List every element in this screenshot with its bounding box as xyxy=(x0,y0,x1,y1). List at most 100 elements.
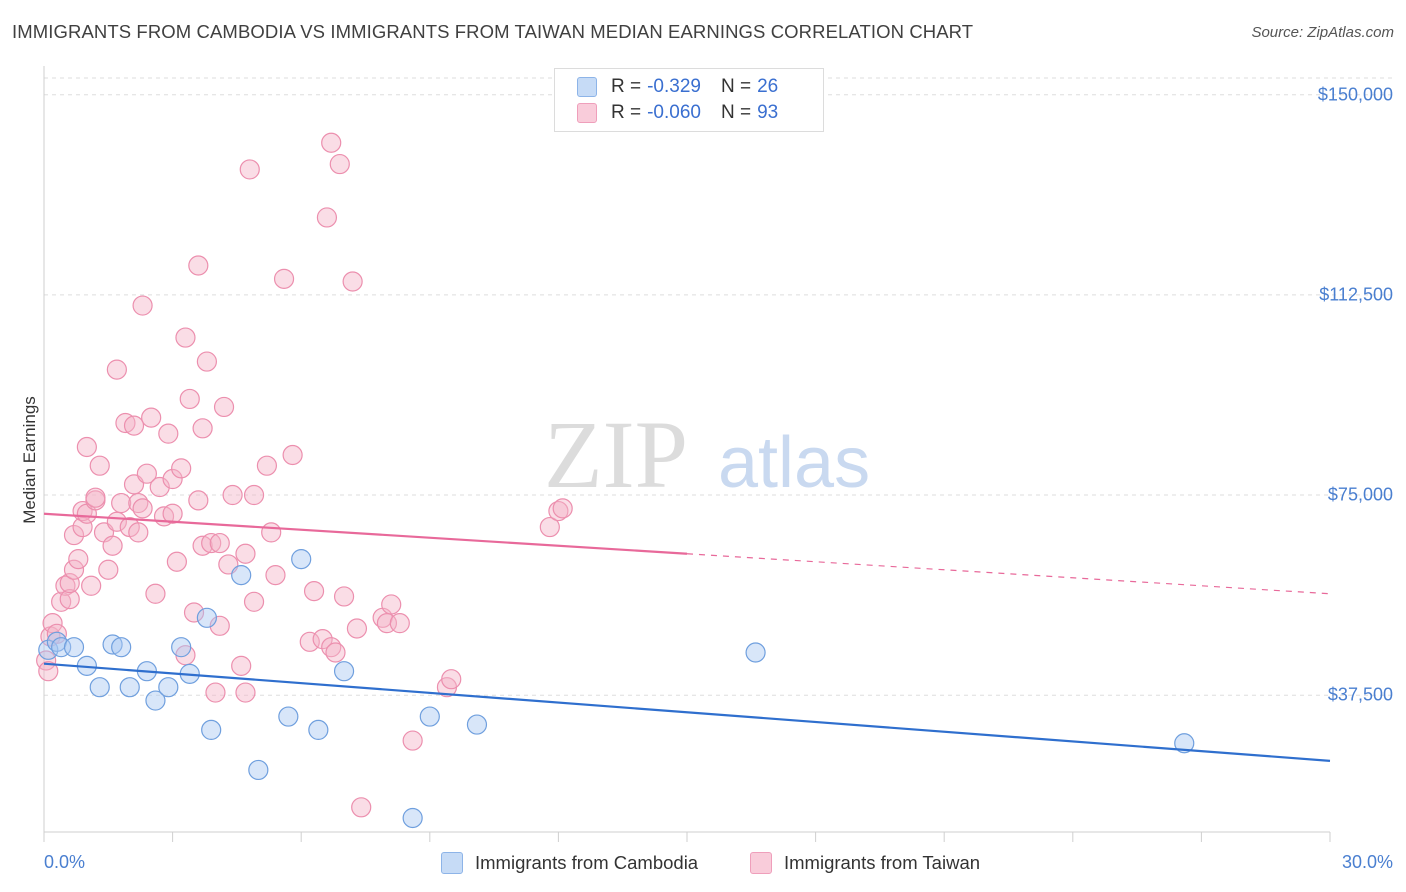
taiwan-point xyxy=(128,522,149,543)
taiwan-point xyxy=(63,559,85,580)
taiwan-point xyxy=(106,359,127,380)
series-legend-taiwan[interactable]: Immigrants from Taiwan xyxy=(750,852,980,874)
taiwan-point xyxy=(441,669,462,690)
taiwan-point xyxy=(162,468,183,490)
taiwan-point xyxy=(299,631,320,652)
taiwan-point xyxy=(132,498,153,519)
taiwan-point xyxy=(552,498,573,519)
x-tick-min: 0.0% xyxy=(44,852,86,872)
taiwan-point xyxy=(175,327,196,348)
taiwan-point xyxy=(351,797,372,818)
y-tick-label: $150,000 xyxy=(1317,84,1393,105)
trend-layer xyxy=(43,512,1331,762)
taiwan-point xyxy=(81,575,102,596)
taiwan-point xyxy=(136,463,157,484)
cambodia-trend-line xyxy=(43,662,1331,762)
cambodia-point xyxy=(402,807,423,829)
series-label-taiwan: Immigrants from Taiwan xyxy=(784,852,981,873)
taiwan-point xyxy=(325,642,346,663)
taiwan-point xyxy=(213,396,235,418)
taiwan-point xyxy=(141,407,162,428)
taiwan-point xyxy=(342,271,363,292)
taiwan-point xyxy=(59,589,80,610)
taiwan-point xyxy=(171,458,192,479)
taiwan-point xyxy=(243,591,265,612)
cambodia-point xyxy=(171,637,192,658)
taiwan-point xyxy=(149,476,170,498)
taiwan-point xyxy=(205,682,226,703)
taiwan-point xyxy=(243,484,265,506)
taiwan-point xyxy=(158,423,179,444)
legend-swatch-taiwan xyxy=(577,103,597,123)
taiwan-point xyxy=(539,516,560,538)
taiwan-point xyxy=(312,629,333,650)
legend-n-value-cambodia: 26 xyxy=(757,76,779,97)
watermark-atlas: atlas xyxy=(718,423,870,503)
cambodia-point xyxy=(248,759,269,781)
taiwan-point xyxy=(282,444,303,466)
cambodia-point xyxy=(145,690,166,711)
legend-r-label: R = xyxy=(611,102,642,123)
taiwan-point xyxy=(68,548,89,570)
taiwan-point xyxy=(389,613,410,634)
cambodia-point xyxy=(119,677,140,698)
taiwan-point xyxy=(188,255,209,276)
taiwan-point xyxy=(209,532,230,554)
legend-row-taiwan: R = -0.060 N = 93 xyxy=(577,102,778,124)
taiwan-point xyxy=(192,418,213,439)
cambodia-point xyxy=(158,677,179,698)
taiwan-point xyxy=(102,535,123,556)
taiwan-point xyxy=(188,490,209,511)
taiwan-point xyxy=(85,487,106,508)
taiwan-point xyxy=(346,618,368,639)
taiwan-point xyxy=(123,415,145,436)
cambodia-point xyxy=(333,661,355,682)
taiwan-point xyxy=(303,581,325,602)
x-tick-max: 30.0% xyxy=(1341,852,1393,872)
cambodia-point xyxy=(38,639,59,660)
series-swatch-cambodia xyxy=(441,852,463,874)
axis-layer xyxy=(43,66,1331,842)
taiwan-point xyxy=(145,583,166,604)
watermark-zip: ZIP xyxy=(544,401,688,508)
taiwan-point xyxy=(316,207,338,228)
series-legend-cambodia[interactable]: Immigrants from Cambodia xyxy=(441,852,698,874)
taiwan-points xyxy=(36,132,573,818)
taiwan-point xyxy=(222,484,243,506)
cambodia-point xyxy=(63,637,85,658)
taiwan-point xyxy=(111,492,132,514)
taiwan-point xyxy=(333,586,355,607)
watermark: ZIP atlas xyxy=(544,401,870,508)
legend-n-value-taiwan: 93 xyxy=(757,102,779,123)
y-tick-label: $37,500 xyxy=(1327,684,1393,705)
cambodia-point xyxy=(466,714,488,735)
taiwan-point xyxy=(89,455,110,476)
taiwan-point xyxy=(261,522,282,543)
legend-n-label: N = xyxy=(720,76,752,97)
taiwan-point xyxy=(235,682,256,703)
taiwan-point xyxy=(381,594,402,615)
cambodia-point xyxy=(278,706,299,727)
legend-row-cambodia: R = -0.329 N = 26 xyxy=(577,76,778,98)
taiwan-point xyxy=(76,436,97,458)
series-label-cambodia: Immigrants from Cambodia xyxy=(475,852,699,873)
taiwan-trend-line-dashed xyxy=(686,553,1331,595)
cambodia-point xyxy=(1174,733,1195,754)
taiwan-point xyxy=(256,455,278,476)
legend-r-value-cambodia: -0.329 xyxy=(647,76,701,97)
cambodia-point xyxy=(201,719,222,741)
cambodia-point xyxy=(291,548,312,570)
taiwan-point xyxy=(329,153,350,175)
legend-swatch-cambodia xyxy=(577,77,597,97)
taiwan-point xyxy=(46,623,67,644)
legend-r-label: R = xyxy=(611,76,642,97)
taiwan-point xyxy=(273,268,295,289)
taiwan-point xyxy=(402,730,423,751)
cambodia-point xyxy=(745,642,766,663)
taiwan-point xyxy=(183,602,205,623)
legend-r-value-taiwan: -0.060 xyxy=(647,102,701,123)
taiwan-point xyxy=(59,573,80,594)
taiwan-point xyxy=(196,351,217,372)
source-label: Source: ZipAtlas.com xyxy=(1251,24,1394,41)
